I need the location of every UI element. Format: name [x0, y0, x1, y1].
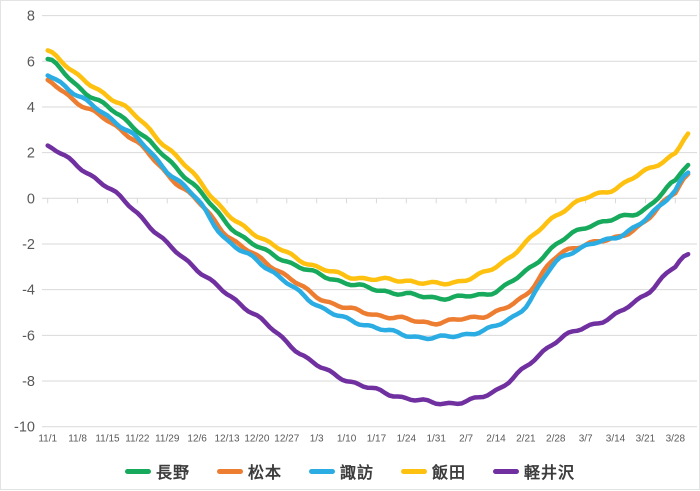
chart-legend: 長野 松本 諏訪 飯田 軽井沢 — [1, 459, 699, 483]
x-axis-label: 3/28 — [666, 434, 686, 445]
legend-item-iida: 飯田 — [401, 459, 466, 483]
legend-swatch-matsumoto — [216, 468, 243, 474]
legend-swatch-suwa — [308, 468, 335, 474]
y-axis-label: 6 — [27, 54, 35, 70]
y-axis-label: -10 — [14, 420, 35, 436]
x-axis-label: 11/22 — [125, 434, 150, 445]
x-axis-label: 1/3 — [310, 434, 324, 445]
y-axis-label: 0 — [27, 191, 35, 207]
x-axis-label: 12/6 — [187, 434, 207, 445]
x-axis-label: 11/15 — [95, 434, 120, 445]
x-axis-label: 12/13 — [214, 434, 239, 445]
x-axis-label: 1/31 — [426, 434, 446, 445]
y-axis-label: -2 — [22, 237, 35, 253]
legend-item-nagano: 長野 — [124, 459, 190, 483]
x-axis-label: 1/10 — [337, 434, 357, 445]
legend-swatch-nagano — [124, 468, 151, 474]
y-axis-label: 2 — [27, 146, 35, 162]
x-axis-label: 12/20 — [244, 434, 269, 445]
x-axis-label: 2/7 — [459, 434, 473, 445]
x-axis-label: 1/17 — [367, 434, 387, 445]
series-line-suwa — [45, 73, 691, 342]
series-line-karuizawa — [45, 143, 691, 407]
legend-label-suwa: 諏訪 — [339, 465, 374, 482]
y-axis-label: -4 — [22, 283, 35, 299]
legend-swatch-iida — [401, 468, 427, 474]
x-axis-label: 3/21 — [636, 434, 656, 445]
x-axis-label: 12/27 — [274, 434, 299, 445]
x-axis-label: 2/21 — [516, 434, 536, 445]
legend-item-suwa: 諏訪 — [308, 459, 374, 483]
y-axis-label: 8 — [27, 9, 35, 25]
legend-label-nagano: 長野 — [155, 465, 190, 482]
x-axis-label: 3/7 — [579, 434, 593, 445]
y-axis-label: -6 — [22, 328, 35, 344]
x-axis-label: 2/14 — [486, 434, 506, 445]
y-axis-label: 4 — [27, 100, 35, 116]
legend-label-iida: 飯田 — [432, 465, 467, 482]
x-axis-label: 2/28 — [546, 434, 566, 445]
x-axis-label: 11/29 — [155, 434, 180, 445]
x-axis-label: 11/8 — [68, 434, 87, 445]
series-line-nagano — [45, 56, 691, 302]
x-axis-label: 1/24 — [397, 434, 417, 445]
legend-item-matsumoto: 松本 — [216, 459, 282, 483]
x-axis-label: 11/1 — [38, 434, 57, 445]
x-axis-label: 3/14 — [606, 434, 626, 445]
y-axis-label: -8 — [22, 374, 35, 390]
legend-item-karuizawa: 軽井沢 — [493, 459, 575, 483]
legend-label-karuizawa: 軽井沢 — [524, 465, 576, 482]
legend-label-matsumoto: 松本 — [247, 465, 282, 482]
legend-swatch-karuizawa — [493, 468, 520, 474]
series-line-iida — [45, 48, 691, 287]
